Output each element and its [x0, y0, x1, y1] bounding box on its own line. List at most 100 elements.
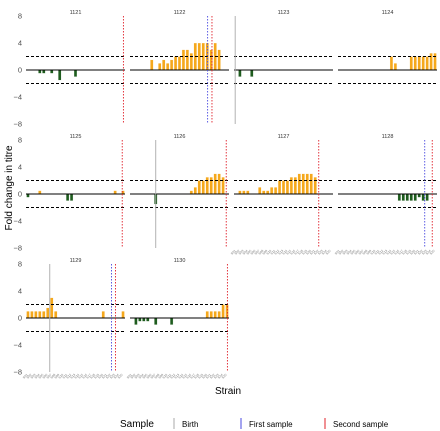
- bar: [209, 311, 213, 319]
- bar: [162, 59, 166, 71]
- x-tick-label: S07: [254, 249, 261, 256]
- bar: [134, 317, 138, 325]
- x-tick-label: S23: [317, 249, 324, 256]
- x-tick-label: S06: [146, 373, 153, 380]
- bar: [46, 307, 50, 319]
- bar: [238, 190, 242, 195]
- bar: [285, 180, 290, 195]
- x-tick-label: S18: [193, 373, 200, 380]
- bar: [313, 176, 317, 195]
- x-tick-label: S13: [277, 249, 284, 256]
- x-tick-label: S22: [105, 373, 112, 380]
- bar: [73, 69, 78, 77]
- x-tick-label: S21: [101, 373, 108, 380]
- x-tick-label: S16: [185, 373, 192, 380]
- x-tick-label: S07: [150, 373, 157, 380]
- x-tick-label: S20: [201, 373, 208, 380]
- panel-1123: 1123: [234, 10, 333, 124]
- bar: [158, 63, 162, 71]
- bar: [197, 180, 201, 195]
- bar: [101, 311, 105, 319]
- panel-title: 1128: [382, 134, 394, 140]
- x-tick-label: S12: [377, 249, 384, 256]
- bar: [217, 173, 221, 195]
- bar: [393, 63, 398, 71]
- legend: Sample Birth First sample Second sample: [120, 418, 389, 430]
- bar: [309, 173, 313, 195]
- panel-1130: 1130 S01S02S03S04S05S06S07S08S09S10S11S12…: [126, 258, 229, 380]
- bar: [301, 173, 305, 195]
- panel-1128: 1128 S01S02S03S04S05S06S07S08S09S10S11S12…: [334, 134, 437, 256]
- y-tick-label: 8: [18, 12, 22, 21]
- bar: [146, 317, 150, 322]
- x-tick-label: S25: [429, 249, 436, 256]
- y-tick-label: 0: [18, 190, 22, 199]
- x-tick-label: S09: [366, 249, 373, 256]
- x-tick-label: S17: [85, 373, 92, 380]
- panel-title: 1121: [70, 10, 82, 16]
- legend-item: First sample: [240, 418, 293, 429]
- bar: [113, 190, 117, 195]
- x-tick-label: S16: [289, 249, 296, 256]
- bar: [250, 69, 254, 77]
- x-tick-label: S14: [281, 249, 288, 256]
- bar: [409, 193, 413, 201]
- panel-title: 1126: [174, 134, 186, 140]
- x-tick-label: S08: [258, 249, 265, 256]
- x-tick-label: S04: [34, 373, 41, 380]
- x-tick-label: S01: [230, 249, 237, 256]
- x-tick-label: S17: [189, 373, 196, 380]
- legend-title: Sample: [120, 419, 154, 430]
- x-axis-title: Strain: [215, 386, 241, 397]
- panel-1127: 1127 S01S02S03S04S05S06S07S08S09S10S11S12…: [230, 134, 333, 256]
- x-tick-label: S07: [46, 373, 53, 380]
- bar: [69, 193, 74, 201]
- x-tick-label: S15: [285, 249, 292, 256]
- x-tick-label: S19: [197, 373, 204, 380]
- x-tick-label: S24: [321, 249, 328, 256]
- bar: [417, 56, 421, 71]
- y-tick-label: −8: [13, 120, 22, 129]
- x-tick-label: S10: [265, 249, 272, 256]
- x-tick-label: S10: [161, 373, 168, 380]
- x-tick-label: S10: [57, 373, 64, 380]
- x-tick-label: S19: [93, 373, 100, 380]
- panel-1121: 1121 8 4 0 −4 −8: [13, 10, 125, 129]
- bar: [425, 56, 429, 71]
- x-tick-label: S06: [250, 249, 257, 256]
- x-tick-label: S02: [338, 249, 345, 256]
- bar: [389, 56, 394, 71]
- bar: [217, 311, 221, 319]
- x-tick-label: S05: [350, 249, 357, 256]
- bar: [50, 297, 54, 319]
- x-tick-label: S12: [65, 373, 72, 380]
- x-tick-label: S14: [73, 373, 80, 380]
- x-tick-label: S21: [309, 249, 316, 256]
- x-tick-label: S05: [246, 249, 253, 256]
- x-tick-label: S10: [369, 249, 376, 256]
- x-tick-label: S19: [301, 249, 308, 256]
- bar: [42, 69, 46, 74]
- x-tick-label: S12: [273, 249, 280, 256]
- bar: [305, 173, 309, 195]
- panel-title: 1127: [278, 134, 290, 140]
- bar: [238, 69, 242, 77]
- x-tick-label: S05: [38, 373, 45, 380]
- legend-label: Second sample: [333, 420, 389, 429]
- x-tick-label: S04: [346, 249, 353, 256]
- x-tick-label: S08: [154, 373, 161, 380]
- x-tick-label: S22: [417, 249, 424, 256]
- x-tick-label: S02: [26, 373, 33, 380]
- y-tick-label: 8: [18, 260, 22, 269]
- x-tick-label: S17: [293, 249, 300, 256]
- bar: [26, 193, 30, 198]
- x-tick-label: S04: [138, 373, 145, 380]
- x-tick-label: S24: [217, 373, 224, 380]
- bar: [154, 317, 158, 325]
- bar: [58, 69, 62, 81]
- bar: [169, 59, 174, 71]
- panel-1126: 1126: [130, 134, 229, 248]
- legend-item: Second sample: [324, 418, 389, 429]
- bar: [429, 52, 433, 71]
